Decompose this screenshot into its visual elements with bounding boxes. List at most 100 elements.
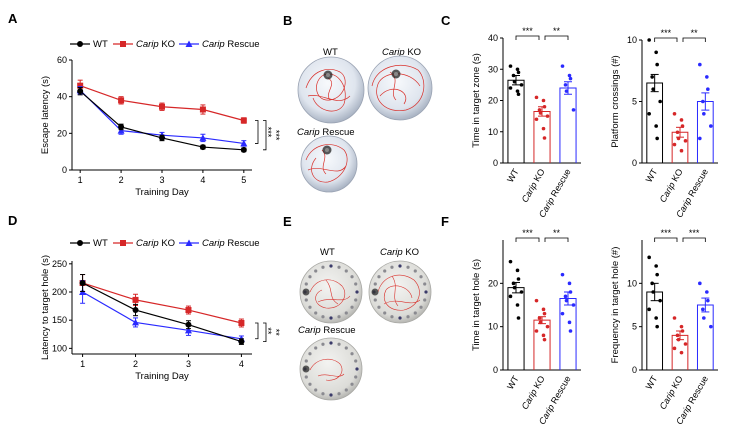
data-point: [534, 117, 539, 122]
data-point: [511, 73, 516, 78]
data-point: [654, 316, 658, 320]
data-point: [658, 99, 662, 104]
maze-hole: [373, 298, 377, 302]
data-point: [647, 38, 651, 42]
data-point: [679, 324, 684, 329]
significance-label: ***: [522, 228, 533, 238]
bar: [696, 304, 714, 370]
bar: [559, 298, 577, 370]
data-point: [706, 87, 710, 91]
maze-label-rescue: Carip Rescue: [297, 127, 355, 138]
x-tick-label: 1: [78, 175, 83, 185]
x-axis-label: Training Day: [135, 371, 189, 382]
data-point: [563, 83, 568, 87]
data-point: [702, 316, 706, 320]
data-point-marker: [79, 279, 86, 286]
bar: [559, 87, 577, 163]
data-point: [542, 104, 547, 109]
maze-hole: [419, 275, 423, 279]
data-point: [655, 136, 659, 141]
significance-label: ***: [661, 28, 672, 38]
data-point: [537, 108, 542, 112]
maze-hole: [423, 282, 427, 286]
maze-hole: [413, 311, 417, 315]
maze-hole: [350, 305, 354, 309]
data-point: [676, 136, 681, 141]
data-point: [568, 76, 573, 81]
water-maze-wt: [297, 56, 365, 124]
x-tick-label: 1: [80, 359, 85, 369]
data-point: [541, 307, 546, 312]
data-point: [508, 86, 513, 90]
data-point: [654, 124, 658, 128]
data-point-marker: [238, 338, 245, 345]
maze-hole: [406, 265, 410, 269]
data-point: [679, 118, 684, 122]
legend-rescue-label: Carip Rescue: [202, 238, 260, 249]
data-point: [545, 114, 550, 118]
data-point: [512, 285, 517, 290]
data-point-marker: [185, 321, 192, 328]
significance-label: ***: [263, 127, 273, 138]
y-tick-label: 30: [488, 64, 498, 74]
data-point: [647, 307, 651, 312]
maze-hole: [354, 359, 358, 363]
legend-ko-label: Carip KO: [136, 39, 175, 50]
significance-label: ***: [689, 228, 700, 238]
panel-letter-c: C: [441, 13, 451, 28]
significance-bracket: [515, 35, 540, 40]
maze-hole: [354, 282, 358, 286]
maze-hole: [350, 352, 354, 356]
legend-wt-label: WT: [93, 39, 108, 50]
maze-hole: [423, 298, 427, 302]
maze-hole: [308, 382, 312, 386]
maze-hole: [383, 269, 387, 273]
significance-label: **: [271, 329, 281, 337]
data-point: [515, 268, 520, 273]
data-point: [705, 290, 709, 294]
data-point: [698, 62, 702, 67]
significance-bracket: [255, 322, 259, 340]
data-point: [675, 130, 680, 135]
y-tick-label: 0: [493, 365, 498, 375]
series-line: [82, 291, 242, 340]
data-point: [672, 346, 677, 351]
data-point: [705, 75, 709, 79]
maze-hole: [314, 311, 318, 315]
data-point: [571, 108, 576, 112]
significance-label: ***: [271, 130, 281, 141]
maze-hole: [314, 388, 318, 392]
data-point: [541, 333, 546, 338]
significance-label: **: [553, 228, 561, 238]
barnes-maze-rescue: [299, 337, 363, 401]
y-axis-label: Time in target zone (s): [471, 53, 482, 148]
data-point: [541, 98, 546, 103]
x-tick-label: WT: [644, 374, 660, 392]
x-tick-label: Carip KO: [658, 374, 685, 411]
barnes-label-wt: WT: [320, 247, 335, 258]
data-point-marker: [132, 318, 140, 326]
bar-chart-c1: 0 10 20 30 40 Time in target zone (s) WTCarip …: [471, 26, 581, 219]
maze-hole: [321, 392, 325, 396]
significance-label: **: [263, 327, 273, 335]
maze-hole: [329, 316, 333, 320]
data-point: [545, 324, 550, 329]
data-point: [564, 89, 569, 93]
y-axis-label: Escape latency (s): [40, 76, 51, 154]
data-point: [508, 294, 513, 299]
data-point-marker: [159, 103, 165, 110]
maze-images-b: WT Carip KO Carip Rescue: [297, 47, 433, 193]
maze-hole: [373, 282, 377, 286]
data-point: [515, 303, 520, 307]
data-point: [650, 75, 654, 79]
y-tick-label: 20: [488, 96, 498, 106]
significance-label: ***: [522, 26, 533, 36]
y-axis-label: Platform crossings (#): [610, 55, 621, 147]
data-point: [542, 136, 547, 140]
data-point: [515, 89, 520, 93]
significance-bracket: [654, 237, 678, 242]
bar-chart-f2: 0 5 10 Frequency in target hole (#) WTCarip …: [610, 228, 718, 426]
significance-bracket: [263, 322, 267, 342]
data-point: [654, 264, 658, 268]
